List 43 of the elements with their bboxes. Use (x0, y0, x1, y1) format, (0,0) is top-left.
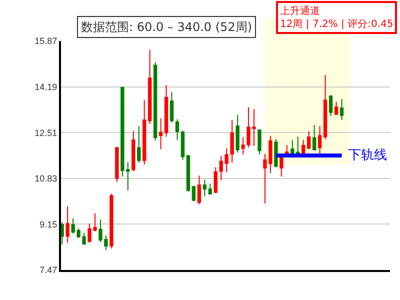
y-tick-label: 7.47 (40, 265, 58, 276)
candlestick (153, 62, 158, 142)
candlestick (164, 84, 168, 138)
candlestick (192, 185, 196, 202)
candlestick (328, 94, 333, 116)
candlestick (170, 91, 174, 124)
candlestick (61, 222, 64, 245)
y-tick-label: 15.87 (34, 36, 58, 46)
candlestick (334, 101, 338, 116)
candlestick (186, 154, 190, 192)
candlestick (312, 124, 316, 152)
candlestick (175, 118, 180, 140)
candlestick (236, 114, 240, 153)
y-tick-label: 9.15 (40, 219, 58, 230)
candlestick (323, 74, 328, 140)
text: 上升通道 (280, 5, 320, 17)
candlestick (158, 118, 163, 150)
candlestick (142, 100, 146, 165)
series-label: 下轨线 (348, 148, 387, 163)
chart-title: 数据范围: 60.0 – 340.0 (52周) (81, 20, 252, 34)
candlestick (219, 155, 223, 181)
candlestick (274, 138, 278, 168)
candlestick (115, 147, 119, 182)
candlestick (110, 193, 114, 249)
candlestick (202, 179, 207, 197)
candlestick (318, 126, 322, 154)
candlestick (258, 128, 262, 155)
y-tick-label: 14.19 (34, 82, 58, 92)
candlestick (307, 130, 311, 150)
candlestick (214, 166, 218, 194)
candlestick (208, 183, 212, 194)
candlestick (132, 130, 136, 172)
text: 12周 | 7.2% | 评分:0.45 (280, 18, 394, 30)
candlestick (137, 126, 141, 164)
candlestick (148, 49, 152, 124)
candlestick (197, 175, 202, 205)
y-tick-label: 10.83 (34, 174, 58, 184)
candlestick (180, 130, 185, 160)
candlestick (280, 156, 284, 177)
y-tick-label: 12.51 (34, 128, 58, 138)
candlestick (66, 206, 70, 244)
candlestick (340, 98, 344, 121)
candlestick (302, 139, 306, 156)
